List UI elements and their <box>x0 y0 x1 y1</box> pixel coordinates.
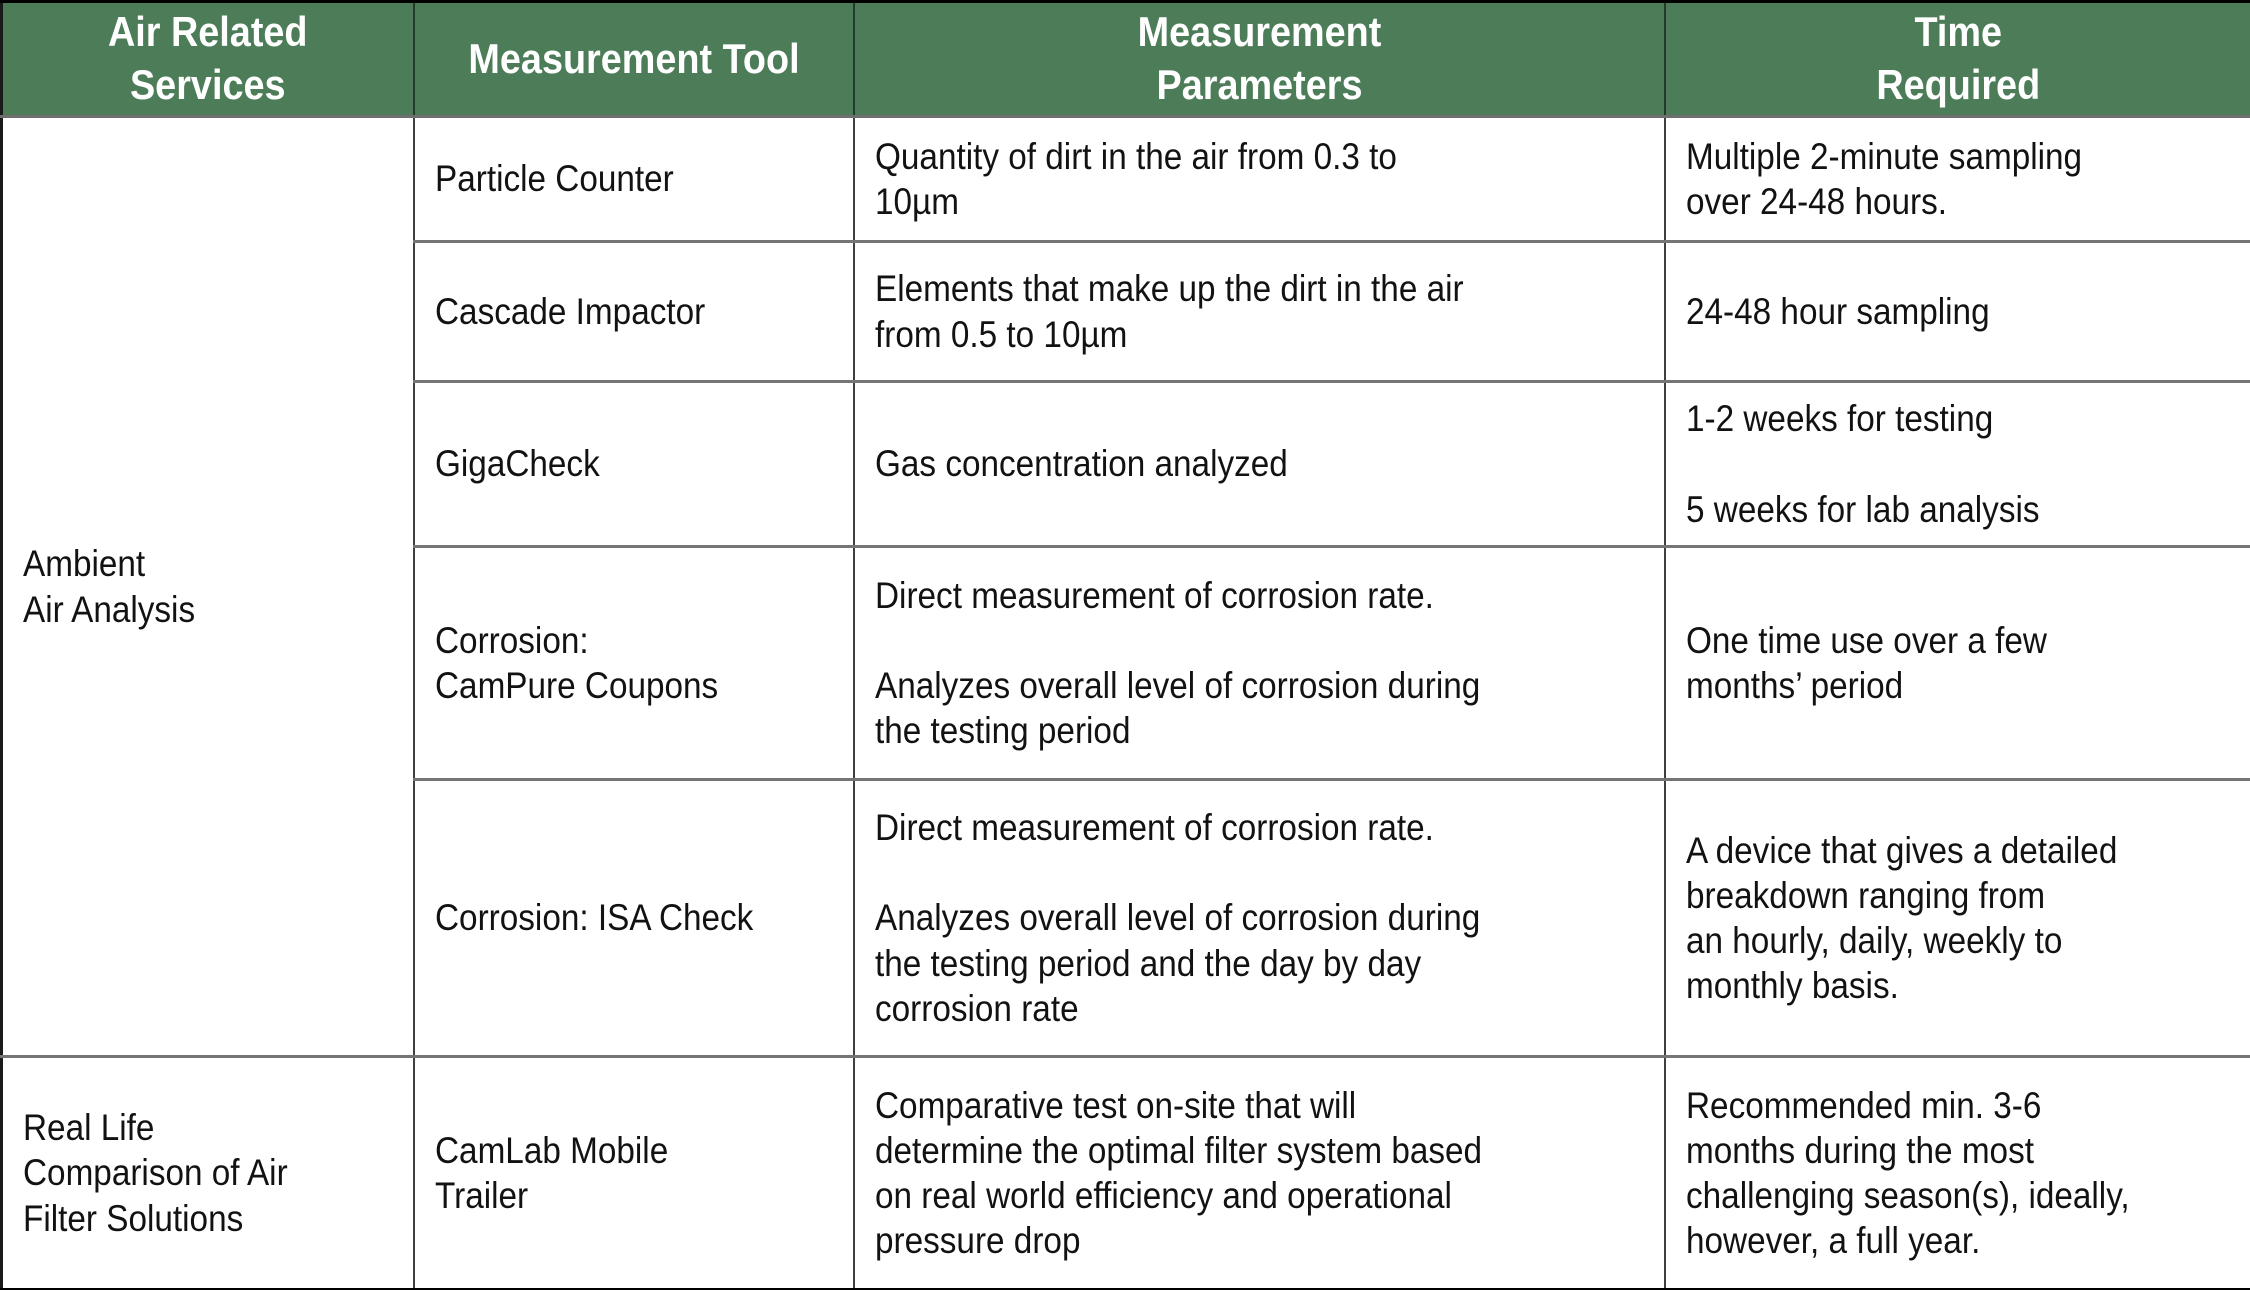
tool-label: GigaCheck <box>434 443 600 485</box>
header-row: Air Related Services Measurement Tool Me… <box>0 0 2250 118</box>
header-air-related-services: Air Related Services <box>0 0 415 118</box>
table-row-particle-counter: Ambient Air Analysis Particle Counter Qu… <box>0 115 2250 1058</box>
cell-parameters: Quantity of dirt in the air from 0.3 to … <box>852 115 1666 243</box>
cell-tool: Particle Counter <box>412 115 855 243</box>
cell-time: 1-2 weeks for testing 5 weeks for lab an… <box>1663 380 2250 548</box>
table-row-cascade-impactor: Cascade Impactor Elements that make up t… <box>2 240 2250 383</box>
service-label: Real Life Comparison of Air Filter Solut… <box>23 1107 288 1239</box>
header-measurement-parameters: Measurement Parameters <box>852 0 1666 118</box>
time-text: 24-48 hour sampling <box>1685 290 1990 332</box>
parameters-text: Gas concentration analyzed <box>874 443 1288 485</box>
cell-parameters: Elements that make up the dirt in the ai… <box>852 240 1666 383</box>
service-label: Ambient Air Analysis <box>23 543 196 630</box>
time-text: Recommended min. 3-6 months during the m… <box>1685 1084 2130 1262</box>
table-row-camlab-mobile-trailer: Real Life Comparison of Air Filter Solut… <box>0 1055 2250 1290</box>
cell-time: One time use over a few months’ period <box>1663 545 2250 781</box>
parameters-text: Quantity of dirt in the air from 0.3 to … <box>874 135 1397 222</box>
cell-parameters: Comparative test on-site that will deter… <box>852 1055 1666 1290</box>
cell-service-real-life-comparison: Real Life Comparison of Air Filter Solut… <box>0 1055 415 1290</box>
tool-label: Particle Counter <box>434 158 674 200</box>
cell-tool: Cascade Impactor <box>412 240 855 383</box>
tool-label: Cascade Impactor <box>434 290 705 332</box>
table-row-corrosion-isa-check: Corrosion: ISA Check Direct measurement … <box>2 778 2250 1058</box>
header-label: Measurement Parameters <box>1137 8 1381 108</box>
tool-label: Corrosion: ISA Check <box>434 897 753 939</box>
cell-time: A device that gives a detailed breakdown… <box>1663 778 2250 1058</box>
cell-time: Multiple 2-minute sampling over 24-48 ho… <box>1663 115 2250 243</box>
parameters-text: Comparative test on-site that will deter… <box>874 1084 1482 1262</box>
cell-service-ambient-air-analysis: Ambient Air Analysis <box>0 115 415 1058</box>
parameters-text: Direct measurement of corrosion rate. An… <box>874 574 1480 752</box>
header-label: Time Required <box>1875 8 2040 108</box>
cell-time: Recommended min. 3-6 months during the m… <box>1663 1055 2250 1290</box>
cell-parameters: Direct measurement of corrosion rate. An… <box>852 545 1666 781</box>
cell-time: 24-48 hour sampling <box>1663 240 2250 383</box>
cell-tool: CamLab Mobile Trailer <box>412 1055 855 1290</box>
table-row-corrosion-campure-coupons: Corrosion: CamPure Coupons Direct measur… <box>2 545 2250 781</box>
cell-tool: Corrosion: ISA Check <box>412 778 855 1058</box>
time-text: 1-2 weeks for testing 5 weeks for lab an… <box>1685 398 2040 530</box>
cell-tool: GigaCheck <box>412 380 855 548</box>
header-label: Air Related Services <box>107 8 308 108</box>
cell-parameters: Gas concentration analyzed <box>852 380 1666 548</box>
time-text: Multiple 2-minute sampling over 24-48 ho… <box>1685 135 2082 222</box>
parameters-text: Direct measurement of corrosion rate. An… <box>874 807 1480 1029</box>
time-text: One time use over a few months’ period <box>1685 619 2047 706</box>
tool-label: CamLab Mobile Trailer <box>434 1129 668 1216</box>
tool-label: Corrosion: CamPure Coupons <box>434 619 718 706</box>
header-time-required: Time Required <box>1663 0 2250 118</box>
header-label: Measurement Tool <box>467 34 800 82</box>
header-measurement-tool: Measurement Tool <box>412 0 855 118</box>
cell-parameters: Direct measurement of corrosion rate. An… <box>852 778 1666 1058</box>
time-text: A device that gives a detailed breakdown… <box>1685 829 2117 1007</box>
cell-tool: Corrosion: CamPure Coupons <box>412 545 855 781</box>
parameters-text: Elements that make up the dirt in the ai… <box>874 268 1464 355</box>
table-row-gigacheck: GigaCheck Gas concentration analyzed 1-2… <box>2 380 2250 548</box>
